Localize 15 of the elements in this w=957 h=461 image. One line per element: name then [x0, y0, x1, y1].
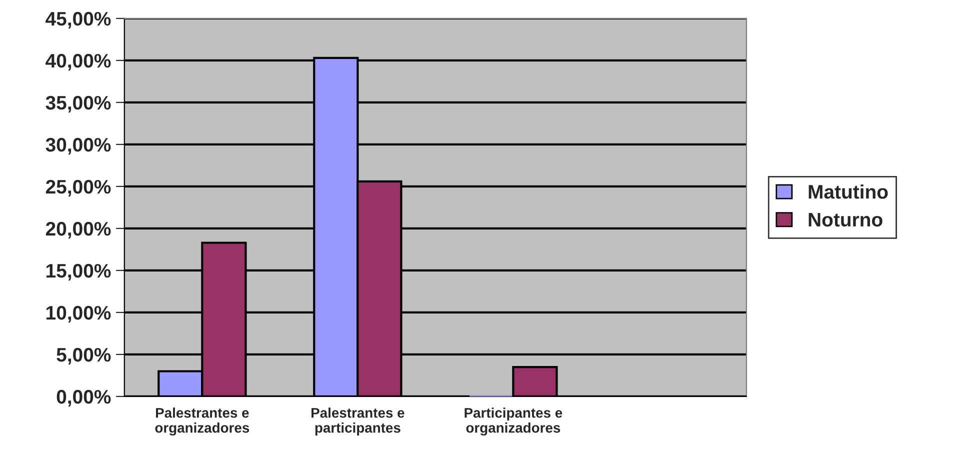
legend-label: Noturno: [808, 213, 882, 227]
y-tick-label: 25,00%: [46, 180, 111, 197]
x-tick-label: Palestrantes e organizadores: [155, 408, 250, 436]
y-tick-label: 20,00%: [46, 222, 111, 239]
y-tick-label: 35,00%: [46, 96, 111, 112]
y-tick-label: 45,00%: [46, 12, 111, 28]
legend-label: Matutino: [808, 184, 888, 199]
y-tick-label: 0,00%: [56, 390, 111, 407]
y-tick-label: 30,00%: [46, 138, 111, 155]
y-tick-label: 40,00%: [46, 54, 111, 70]
y-tick-label: 5,00%: [56, 348, 111, 365]
x-tick-label: Palestrantes e participantes: [312, 408, 404, 436]
y-tick-label: 15,00%: [46, 264, 111, 281]
x-tick-label: Participantes e organizadores: [464, 408, 562, 436]
y-tick-label: 10,00%: [46, 306, 111, 323]
